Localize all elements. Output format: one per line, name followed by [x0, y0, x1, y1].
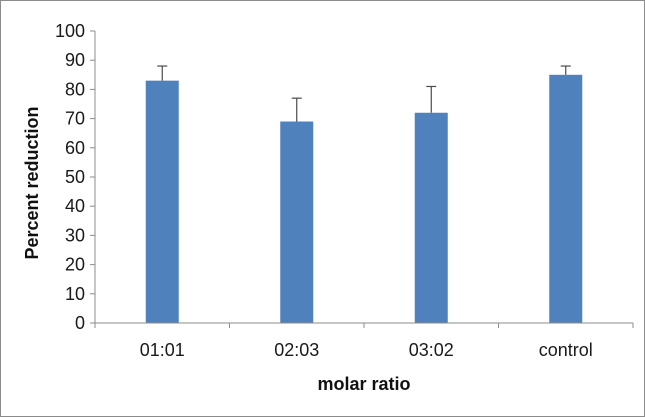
y-tick-label: 40	[65, 196, 85, 216]
error-bars	[157, 65, 571, 122]
x-tick-label: 03:02	[409, 340, 454, 360]
y-axis-title: Percent reduction	[22, 106, 42, 259]
y-tick-label: 80	[65, 79, 85, 99]
bar-01-01	[145, 80, 179, 323]
x-axis-ticks: 01:01 02:03 03:02 control	[94, 323, 634, 360]
y-tick-label: 70	[65, 109, 85, 129]
x-tick-label: 02:03	[274, 340, 319, 360]
bar-series	[145, 74, 583, 324]
x-tick-label: 01:01	[140, 340, 185, 360]
y-tick-label: 90	[65, 50, 85, 70]
y-tick-label: 50	[65, 167, 85, 187]
y-tick-label: 30	[65, 225, 85, 245]
bar-03-02	[414, 112, 448, 323]
bar-control	[549, 74, 583, 323]
y-tick-label: 60	[65, 138, 85, 158]
y-tick-label: 0	[75, 313, 85, 333]
y-tick-label: 100	[55, 21, 85, 41]
y-tick-label: 10	[65, 284, 85, 304]
bar-02-03	[280, 121, 314, 324]
y-tick-label: 20	[65, 255, 85, 275]
x-axis-title: molar ratio	[317, 374, 410, 394]
y-axis-ticks: 0 10 20 30 40 50 60 70 80 90 100	[55, 21, 95, 333]
x-tick-label: control	[539, 340, 593, 360]
